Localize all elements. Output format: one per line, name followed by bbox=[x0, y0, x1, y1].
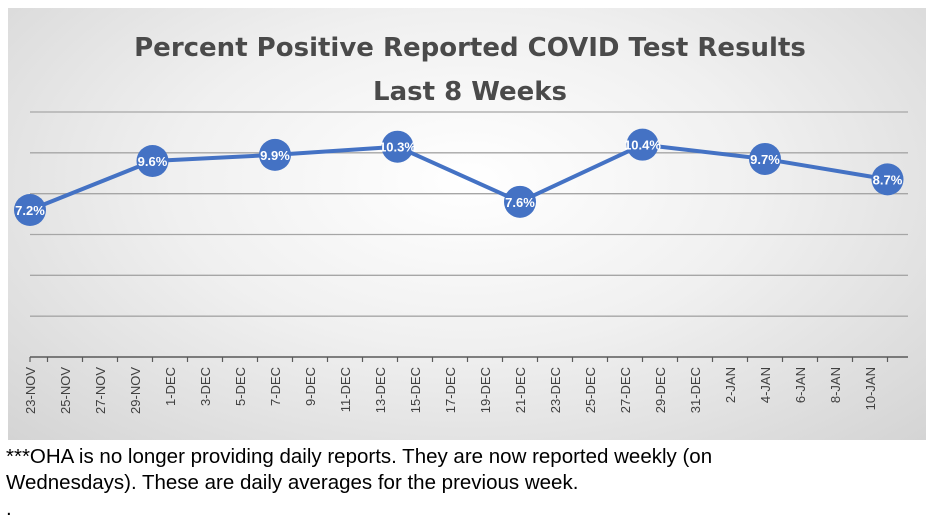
data-point-marker bbox=[259, 138, 291, 171]
x-tick-label: 13-DEC bbox=[373, 367, 388, 413]
x-tick-label: 17-DEC bbox=[443, 367, 458, 413]
data-label: 8.7% bbox=[873, 172, 903, 187]
data-point-marker bbox=[871, 163, 904, 196]
x-tick-label: 1-DEC bbox=[163, 367, 178, 406]
x-tick-label: 27-DEC bbox=[618, 367, 633, 413]
data-label: 9.7% bbox=[750, 152, 780, 167]
gridlines bbox=[30, 111, 908, 317]
x-tick-label: 5-DEC bbox=[233, 367, 248, 406]
x-tick-label: 3-DEC bbox=[198, 367, 213, 406]
data-point-marker bbox=[136, 145, 169, 177]
data-point-marker bbox=[749, 142, 781, 175]
chart-title-line-2: Last 8 Weeks bbox=[373, 77, 567, 107]
data-series: 7.2% 9.6% 9.9% 10.3% 7.6% 10.4% 9.7% 8.7% bbox=[14, 128, 904, 226]
footnote-line-2: Wednesdays). These are daily averages fo… bbox=[6, 471, 579, 494]
data-label: 9.9% bbox=[260, 148, 290, 163]
x-axis bbox=[29, 356, 908, 362]
x-tick-label: 2-JAN bbox=[723, 367, 738, 403]
x-tick-label: 4-JAN bbox=[758, 367, 773, 403]
x-tick-label: 11-DEC bbox=[338, 367, 353, 412]
x-tick-label: 7-DEC bbox=[268, 367, 283, 406]
data-point-marker bbox=[14, 194, 46, 226]
x-tick-label: 25-NOV bbox=[58, 367, 73, 414]
data-label: 10.3% bbox=[379, 140, 416, 155]
chart-area: Percent Positive Reported COVID Test Res… bbox=[8, 8, 926, 440]
x-tick-label: 29-DEC bbox=[653, 367, 668, 413]
data-label: 9.6% bbox=[138, 154, 168, 169]
chart-title-line-1: Percent Positive Reported COVID Test Res… bbox=[134, 33, 806, 63]
data-point-marker bbox=[504, 185, 536, 218]
footnote-line-1: ***OHA is no longer providing daily repo… bbox=[6, 445, 713, 468]
x-tick-label: 31-DEC bbox=[688, 367, 703, 413]
x-tick-label: 27-NOV bbox=[93, 367, 108, 414]
x-tick-label: 6-JAN bbox=[793, 367, 808, 403]
x-tick-label: 8-JAN bbox=[828, 367, 843, 403]
x-tick-labels: 23-NOV 25-NOV 27-NOV 29-NOV 1-DEC 3-DEC 5-DEC 7… bbox=[23, 367, 878, 414]
data-label: 10.4% bbox=[624, 138, 661, 153]
series-line bbox=[29, 142, 888, 212]
x-tick-label: 10-JAN bbox=[863, 367, 878, 410]
x-tick-label: 21-DEC bbox=[513, 367, 528, 413]
x-tick-label: 15-DEC bbox=[408, 367, 423, 413]
footnote-line-3: . bbox=[6, 497, 12, 520]
x-tick-label: 23-DEC bbox=[548, 367, 563, 413]
footnote: ***OHA is no longer providing daily repo… bbox=[6, 444, 906, 522]
x-tick-label: 19-DEC bbox=[478, 367, 493, 413]
x-tick-label: 23-NOV bbox=[23, 367, 38, 414]
x-tick-label: 25-DEC bbox=[583, 367, 598, 413]
line-chart: Percent Positive Reported COVID Test Res… bbox=[14, 33, 908, 414]
data-label: 7.6% bbox=[505, 195, 535, 210]
data-point-marker bbox=[381, 130, 414, 163]
x-tick-label: 9-DEC bbox=[303, 367, 318, 406]
x-tick-label: 29-NOV bbox=[128, 367, 143, 414]
data-label: 7.2% bbox=[15, 203, 45, 218]
data-point-marker bbox=[626, 128, 659, 161]
